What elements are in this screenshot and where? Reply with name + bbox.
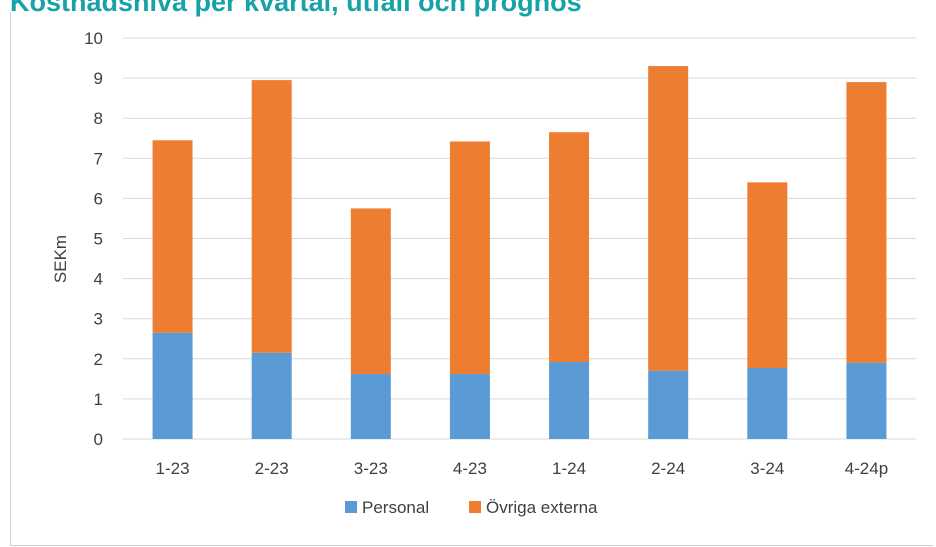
x-tick-label: 2-23 [255,459,289,478]
y-tick-label: 5 [94,230,103,249]
legend-label: Personal [362,498,429,517]
bar-ovriga-externa [648,66,689,371]
y-tick-label: 10 [84,29,103,48]
y-axis-title: SEKm [51,235,70,283]
bar-ovriga-externa [152,140,193,333]
bar-ovriga-externa [350,208,391,375]
y-tick-label: 9 [94,69,103,88]
y-tick-label: 3 [94,310,103,329]
bar-ovriga-externa [747,182,788,369]
bar-personal [846,362,887,439]
bar-personal [350,374,391,439]
bar-personal [251,352,292,439]
bar-personal [549,362,590,439]
x-tick-label: 3-23 [354,459,388,478]
bar-ovriga-externa [549,132,590,363]
legend-swatch [345,501,357,513]
legend-swatch [469,501,481,513]
gridlines [123,37,916,440]
legend-label: Övriga externa [486,498,598,517]
x-tick-label: 3-24 [750,459,784,478]
y-tick-label: 1 [94,390,103,409]
bar-ovriga-externa [846,82,887,363]
x-tick-labels: 1-23 2-23 3-23 4-23 1-24 2-24 3-24 4-24p [156,459,889,478]
bar-personal [152,332,193,439]
bar-personal [648,370,689,439]
chart-title: Kostnadsnivå per kvartal, utfall och pro… [10,0,582,17]
bar-ovriga-externa [449,141,490,375]
y-tick-label: 6 [94,189,103,208]
bars [152,66,887,439]
x-tick-label: 4-23 [453,459,487,478]
bar-personal [449,374,490,439]
bar-ovriga-externa [251,80,292,353]
bar-personal [747,368,788,439]
x-tick-label: 1-24 [552,459,586,478]
x-tick-label: 4-24p [845,459,888,478]
y-tick-label: 2 [94,350,103,369]
legend: Personal Övriga externa [345,498,598,517]
y-tick-label: 0 [94,430,103,449]
y-tick-label: 4 [94,270,103,289]
x-tick-label: 2-24 [651,459,685,478]
y-tick-labels: 0 1 2 3 4 5 6 7 8 9 10 [84,29,103,449]
y-tick-label: 8 [94,109,103,128]
x-tick-label: 1-23 [156,459,190,478]
chart-frame [10,12,933,546]
y-tick-label: 7 [94,149,103,168]
